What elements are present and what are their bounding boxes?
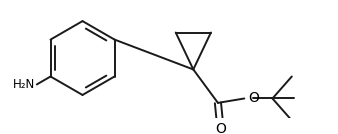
Text: O: O [249, 92, 260, 105]
Text: H₂N: H₂N [13, 78, 35, 91]
Text: O: O [215, 122, 226, 134]
